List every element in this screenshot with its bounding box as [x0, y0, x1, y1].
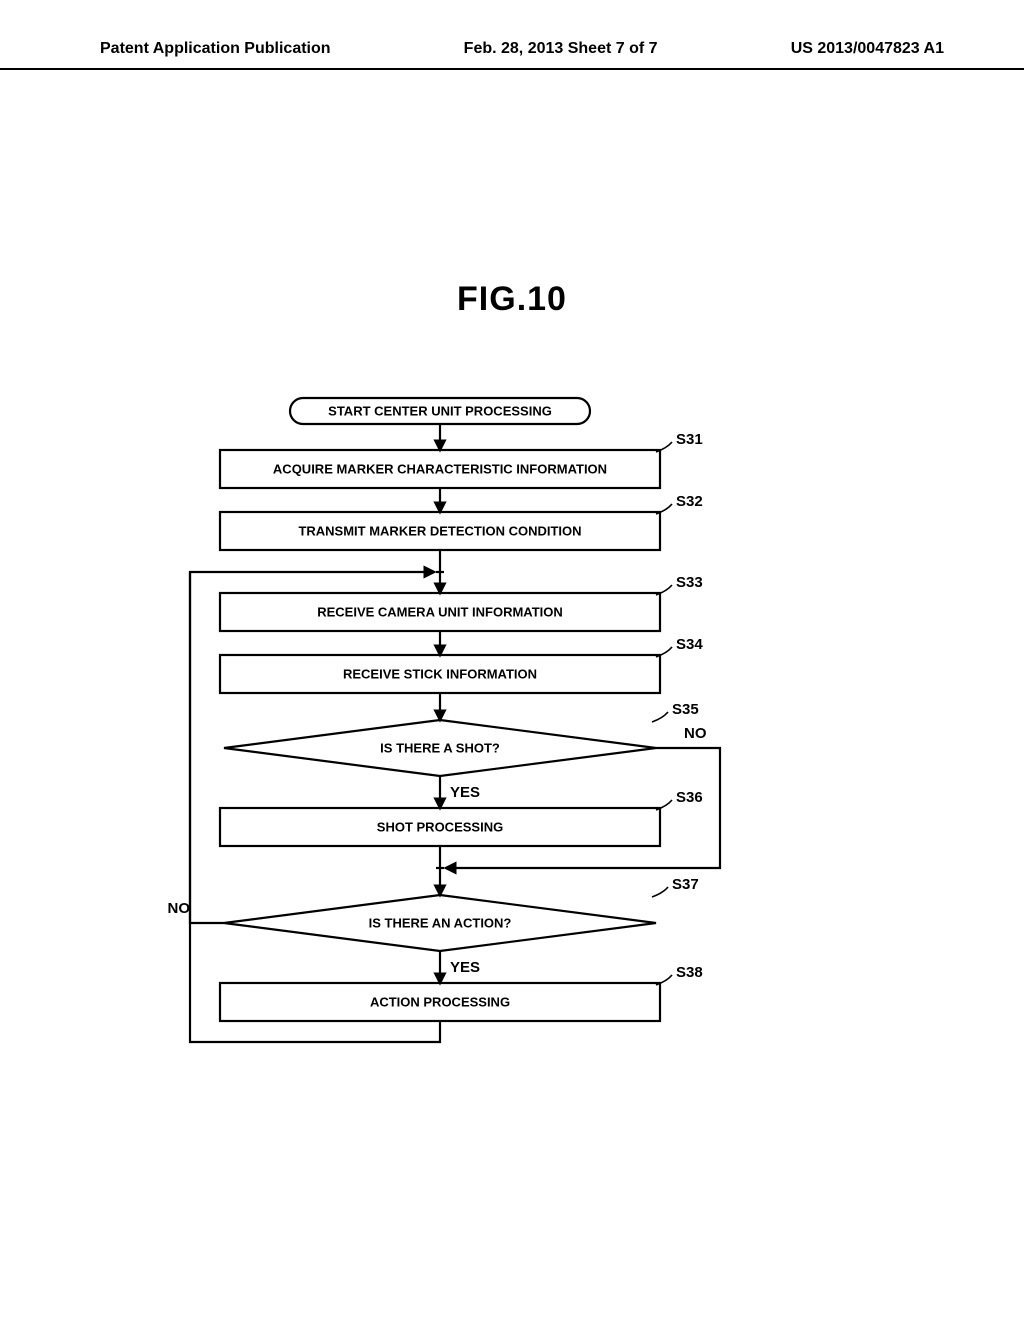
label-s38: ACTION PROCESSING [370, 994, 510, 1009]
step-leader-s34 [656, 647, 672, 657]
label-s35: IS THERE A SHOT? [380, 740, 500, 755]
step-label-s33: S33 [676, 574, 703, 591]
label-s36: SHOT PROCESSING [377, 819, 503, 834]
label-s31: ACQUIRE MARKER CHARACTERISTIC INFORMATIO… [273, 461, 607, 476]
label-s34: RECEIVE STICK INFORMATION [343, 666, 537, 681]
branch-label-s37-no: NO [168, 900, 191, 917]
step-label-s37: S37 [672, 876, 699, 893]
step-label-s34: S34 [676, 636, 703, 653]
step-leader-s32 [656, 504, 672, 514]
branch-label-s35-no: NO [684, 725, 707, 742]
step-leader-s36 [656, 800, 672, 810]
edge-label-s37: YES [450, 959, 480, 976]
step-label-s36: S36 [676, 789, 703, 806]
edge-label-s35: YES [450, 784, 480, 801]
step-leader-s38 [656, 975, 672, 985]
step-leader-s31 [656, 442, 672, 452]
step-label-s32: S32 [676, 493, 703, 510]
label-s37: IS THERE AN ACTION? [369, 915, 512, 930]
step-leader-s37 [652, 887, 668, 897]
step-label-s31: S31 [676, 431, 703, 448]
step-leader-s33 [656, 585, 672, 595]
label-s33: RECEIVE CAMERA UNIT INFORMATION [317, 604, 563, 619]
label-s32: TRANSMIT MARKER DETECTION CONDITION [298, 523, 581, 538]
step-label-s38: S38 [676, 964, 703, 981]
label-start: START CENTER UNIT PROCESSING [328, 403, 552, 418]
flowchart: START CENTER UNIT PROCESSING ACQUIRE MARK… [0, 0, 1024, 1320]
step-leader-s35 [652, 712, 668, 722]
step-label-s35: S35 [672, 701, 699, 718]
